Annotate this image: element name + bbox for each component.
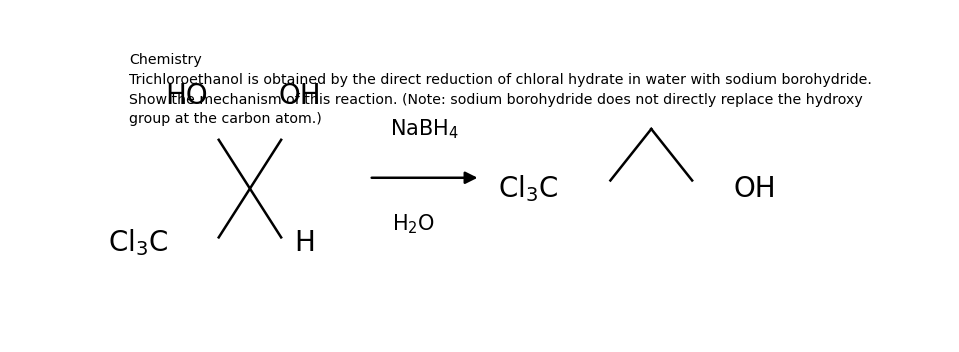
Text: OH: OH [733, 175, 776, 203]
Text: group at the carbon atom.): group at the carbon atom.) [129, 112, 321, 126]
Text: H$_2$O: H$_2$O [392, 212, 435, 235]
Text: Show the mechanism of this reaction. (Note: sodium borohydride does not directly: Show the mechanism of this reaction. (No… [129, 93, 862, 107]
Text: Chemistry: Chemistry [129, 53, 201, 67]
Text: Trichloroethanol is obtained by the direct reduction of chloral hydrate in water: Trichloroethanol is obtained by the dire… [129, 73, 872, 87]
Text: Cl$_3$C: Cl$_3$C [498, 173, 558, 204]
Text: OH: OH [278, 82, 321, 111]
Text: Cl$_3$C: Cl$_3$C [107, 227, 168, 258]
Text: NaBH$_4$: NaBH$_4$ [390, 117, 459, 141]
Text: HO: HO [165, 82, 207, 111]
Text: H: H [293, 229, 315, 257]
